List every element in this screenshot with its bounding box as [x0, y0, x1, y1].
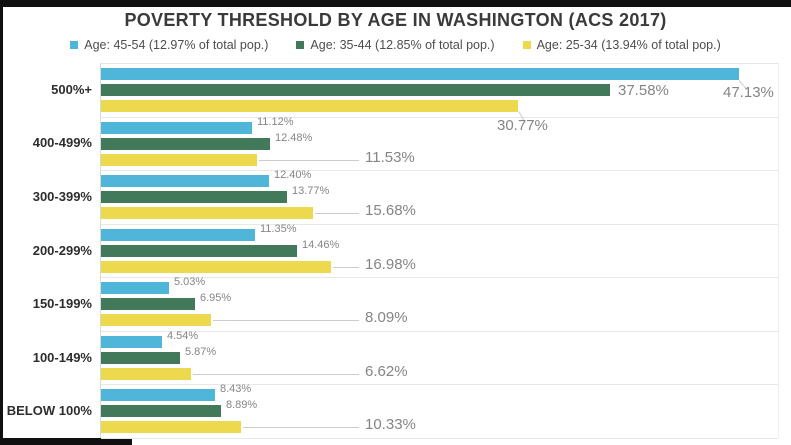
leader-line — [259, 160, 359, 161]
value-label: 12.48% — [275, 132, 313, 144]
value-label: 8.89% — [226, 399, 258, 411]
value-label: 12.40% — [274, 169, 312, 181]
bar-500%+-series2 — [101, 100, 518, 112]
bar-150-199%-series2 — [101, 314, 211, 326]
bar-400-499%-series0 — [101, 122, 252, 134]
value-label: 11.12% — [257, 116, 294, 128]
bar-BELOW 100%-series1 — [101, 405, 221, 417]
frame-top-border — [0, 0, 791, 7]
value-label: 11.35% — [260, 223, 297, 235]
legend-label: Age: 45-54 (12.97% of total pop.) — [84, 38, 269, 52]
legend-swatch-icon — [70, 41, 79, 49]
bar-100-149%-series2 — [101, 368, 191, 380]
group-separator-line — [101, 331, 778, 332]
legend-label: Age: 35-44 (12.85% of total pop.) — [310, 38, 495, 52]
bar-150-199%-series0 — [101, 282, 169, 294]
value-label: 5.03% — [174, 276, 206, 288]
category-label: 500%+ — [51, 82, 92, 97]
value-label: 8.43% — [220, 383, 252, 395]
leader-line — [243, 427, 359, 428]
category-label: 200-299% — [32, 243, 92, 258]
value-label: 5.87% — [185, 346, 217, 358]
bar-400-499%-series2 — [101, 154, 257, 166]
bar-500%+-series1 — [101, 84, 610, 96]
bar-300-399%-series0 — [101, 175, 269, 187]
value-label: 6.95% — [200, 292, 232, 304]
bar-400-499%-series1 — [101, 138, 270, 150]
leader-line — [193, 374, 359, 375]
category-label: 400-499% — [32, 135, 92, 150]
value-label: 4.54% — [167, 330, 199, 342]
bar-200-299%-series2 — [101, 261, 331, 273]
value-label: 30.77% — [497, 117, 548, 134]
value-label: 8.09% — [365, 309, 408, 326]
leader-line — [213, 320, 359, 321]
legend-swatch-icon — [522, 41, 531, 49]
legend-item-1: Age: 35-44 (12.85% of total pop.) — [296, 38, 495, 52]
value-label: 11.53% — [365, 149, 415, 166]
value-label: 37.58% — [618, 82, 669, 99]
leader-line — [315, 213, 359, 214]
group-separator-line — [101, 224, 778, 225]
chart-legend: Age: 45-54 (12.97% of total pop.) Age: 35… — [0, 38, 791, 52]
group-separator-line — [101, 170, 778, 171]
bar-300-399%-series2 — [101, 207, 313, 219]
group-separator-line — [101, 117, 778, 118]
legend-item-2: Age: 25-34 (13.94% of total pop.) — [522, 38, 721, 52]
frame-left-border — [0, 0, 3, 445]
value-label: 10.33% — [365, 416, 416, 433]
group-separator-line — [101, 63, 778, 64]
legend-swatch-icon — [296, 41, 305, 49]
leader-line — [333, 267, 359, 268]
legend-item-0: Age: 45-54 (12.97% of total pop.) — [70, 38, 268, 52]
group-separator-line — [101, 277, 778, 278]
chart-title: POVERTY THRESHOLD BY AGE IN WASHINGTON (… — [124, 10, 667, 30]
value-label: 14.46% — [302, 239, 340, 251]
category-label: 150-199% — [32, 296, 92, 311]
bar-200-299%-series1 — [101, 245, 297, 257]
category-label: 300-399% — [32, 189, 92, 204]
category-label: 100-149% — [32, 350, 92, 365]
bar-BELOW 100%-series2 — [101, 421, 241, 433]
legend-label: Age: 25-34 (13.94% of total pop.) — [536, 38, 721, 52]
value-label: 6.62% — [365, 363, 408, 380]
category-label: BELOW 100% — [6, 403, 92, 418]
value-label: 15.68% — [365, 202, 416, 219]
frame-bottom-border — [0, 438, 132, 445]
bar-100-149%-series1 — [101, 352, 180, 364]
bar-150-199%-series1 — [101, 298, 195, 310]
plot-area: 47.13% 11.12% 12.40% 11.35% 5.03% 4.54% 8.43% 3… — [100, 63, 779, 439]
value-label: 47.13% — [723, 84, 774, 101]
bar-500%+-series0 — [101, 68, 739, 80]
value-label: 13.77% — [292, 185, 330, 197]
bar-200-299%-series0 — [101, 229, 255, 241]
group-separator-line — [101, 384, 778, 385]
group-separator-line — [101, 438, 778, 439]
bar-BELOW 100%-series0 — [101, 389, 215, 401]
value-label: 16.98% — [365, 256, 416, 273]
bar-300-399%-series1 — [101, 191, 287, 203]
bar-100-149%-series0 — [101, 336, 162, 348]
